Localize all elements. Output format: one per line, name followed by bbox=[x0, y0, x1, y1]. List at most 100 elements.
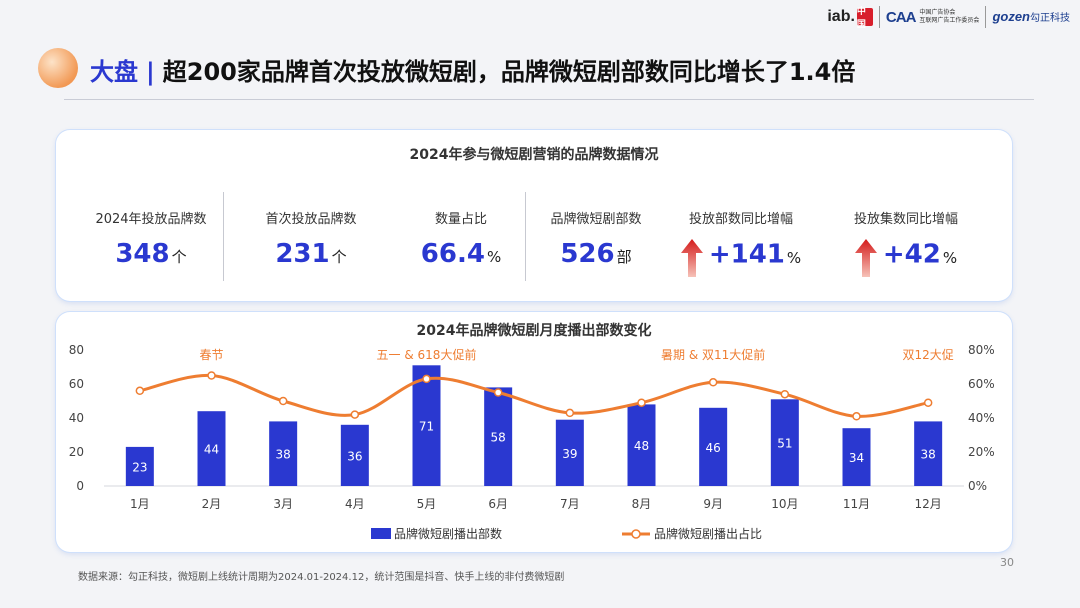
share-point bbox=[278, 396, 288, 406]
x-tick-label: 12月 bbox=[915, 497, 942, 511]
chart-annotation: 双12大促 bbox=[903, 348, 954, 362]
bar-data-label: 51 bbox=[777, 437, 792, 451]
x-tick-label: 5月 bbox=[417, 497, 437, 511]
stat-value: +42 bbox=[882, 239, 941, 270]
title-divider bbox=[64, 99, 1034, 100]
stat-unit: % bbox=[786, 248, 802, 267]
x-tick-label: 11月 bbox=[843, 497, 870, 511]
share-point bbox=[637, 398, 646, 407]
gozen-logo: gozen勾正科技 bbox=[992, 8, 1070, 26]
bar bbox=[484, 387, 513, 486]
stat-value: 526 bbox=[560, 239, 615, 269]
bar bbox=[125, 446, 154, 486]
gozen-logo-text: gozen bbox=[992, 9, 1030, 24]
bar-data-label: 46 bbox=[706, 441, 721, 455]
stat-drama-count: 品牌微短剧部数 526 部 bbox=[521, 208, 671, 269]
stat-brands-2024: 2024年投放品牌数 348 个 bbox=[76, 208, 226, 269]
stat-value: +141 bbox=[708, 239, 785, 270]
y-left-tick-label: 0 bbox=[76, 479, 84, 493]
share-point bbox=[780, 389, 790, 399]
x-tick-label: 3月 bbox=[273, 497, 293, 511]
logo-divider bbox=[985, 6, 987, 28]
y-right-tick-label: 20% bbox=[968, 445, 995, 459]
up-arrow-icon bbox=[680, 239, 703, 277]
stat-label: 投放部数同比增幅 bbox=[688, 212, 793, 227]
bar-data-label: 48 bbox=[634, 439, 649, 453]
share-point bbox=[207, 371, 216, 380]
bar-data-label: 44 bbox=[204, 443, 219, 457]
title-prefix: 大盘 bbox=[90, 58, 138, 86]
chart-card: 2024年品牌微短剧月度播出部数变化 0 20 40 60 80 0% 20% 40% 60% 8… bbox=[56, 312, 1012, 552]
x-tick-label: 9月 bbox=[703, 497, 723, 511]
legend-bar-label: 品牌微短剧播出部数 bbox=[394, 526, 502, 541]
summary-card: 2024年参与微短剧营销的品牌数据情况 2024年投放品牌数 348 个 首次投放… bbox=[56, 130, 1012, 301]
x-tick-label: 10月 bbox=[771, 497, 798, 511]
stat-unit: 部 bbox=[616, 248, 632, 266]
share-point bbox=[923, 398, 933, 407]
chart-title: 2024年品牌微短剧月度播出部数变化 bbox=[416, 323, 652, 339]
chart-annotation: 春节 bbox=[199, 348, 223, 362]
share-point bbox=[708, 378, 718, 387]
bar-data-label: 58 bbox=[491, 431, 506, 445]
share-point bbox=[422, 374, 431, 384]
stat-divider bbox=[223, 192, 224, 281]
share-point bbox=[565, 408, 575, 418]
stat-unit: % bbox=[942, 248, 958, 267]
stat-value: 231 bbox=[275, 239, 330, 269]
caa-text-line1: 中国广告协会 bbox=[919, 10, 956, 16]
share-point bbox=[350, 410, 360, 419]
page-number: 30 bbox=[1000, 556, 1014, 569]
x-tick-label: 1月 bbox=[130, 497, 150, 511]
bar bbox=[914, 421, 943, 486]
share-line bbox=[139, 373, 929, 418]
bar bbox=[699, 407, 728, 486]
y-right-tick-label: 0% bbox=[968, 479, 987, 493]
stat-unit: 个 bbox=[171, 248, 187, 266]
bar-data-label: 39 bbox=[562, 447, 577, 461]
stat-value: 66.4 bbox=[420, 239, 485, 269]
stat-divider bbox=[525, 192, 526, 281]
bar bbox=[627, 404, 656, 486]
stat-share: 数量占比 66.4% bbox=[386, 208, 536, 269]
bar-data-label: 38 bbox=[276, 448, 291, 462]
bar bbox=[412, 365, 441, 486]
legend-line-label: 品牌微短剧播出占比 bbox=[654, 526, 762, 541]
y-left-tick-label: 40 bbox=[69, 411, 84, 425]
bar-data-label: 23 bbox=[132, 460, 147, 474]
x-tick-label: 8月 bbox=[632, 497, 652, 511]
x-tick-label: 7月 bbox=[560, 497, 580, 511]
summary-card-title: 2024年参与微短剧营销的品牌数据情况 bbox=[409, 147, 659, 163]
iab-seal-logo: 中国 bbox=[856, 6, 873, 29]
stat-episode-growth: 投放集数同比增幅 +42% bbox=[826, 208, 986, 277]
x-tick-label: 4月 bbox=[345, 497, 365, 511]
x-tick-label: 2月 bbox=[202, 497, 222, 511]
stat-label: 品牌微短剧部数 bbox=[550, 212, 642, 227]
caa-mark: CAA bbox=[885, 8, 916, 26]
bar bbox=[197, 411, 226, 486]
gozen-logo-cn: 勾正科技 bbox=[1030, 13, 1070, 24]
bar bbox=[340, 424, 369, 486]
stat-drama-growth: 投放部数同比增幅 +141% bbox=[666, 208, 816, 277]
bar bbox=[555, 419, 584, 486]
header-logos: iab. 中国 CAA 中国广告协会 互联网广告工作委员会 gozen勾正科技 bbox=[827, 4, 1070, 30]
chart-annotation: 暑期 & 双11大促前 bbox=[661, 347, 765, 362]
y-right-tick-label: 80% bbox=[968, 343, 995, 357]
bar-data-label: 36 bbox=[347, 449, 362, 463]
stat-label: 数量占比 bbox=[434, 212, 487, 227]
caa-logo-text: 中国广告协会 互联网广告工作委员会 bbox=[919, 9, 979, 25]
logo-divider bbox=[878, 6, 880, 28]
y-left-tick-label: 60 bbox=[69, 377, 84, 391]
bar bbox=[842, 428, 871, 486]
y-left-tick-label: 80 bbox=[69, 343, 84, 357]
share-point bbox=[852, 412, 861, 421]
title-circle-icon bbox=[38, 48, 78, 88]
share-point bbox=[135, 386, 145, 396]
bar-data-label: 34 bbox=[849, 451, 864, 465]
share-point bbox=[493, 388, 503, 397]
stat-label: 2024年投放品牌数 bbox=[95, 212, 207, 227]
title-separator: | bbox=[146, 58, 155, 86]
data-source-note: 数据来源：勾正科技，微短剧上线统计周期为2024.01-2024.12，统计范围… bbox=[78, 572, 565, 583]
bar-data-label: 71 bbox=[419, 420, 434, 434]
caa-logo: CAA 中国广告协会 互联网广告工作委员会 bbox=[886, 9, 980, 26]
chart-annotation: 五一 & 618大促前 bbox=[377, 347, 477, 362]
